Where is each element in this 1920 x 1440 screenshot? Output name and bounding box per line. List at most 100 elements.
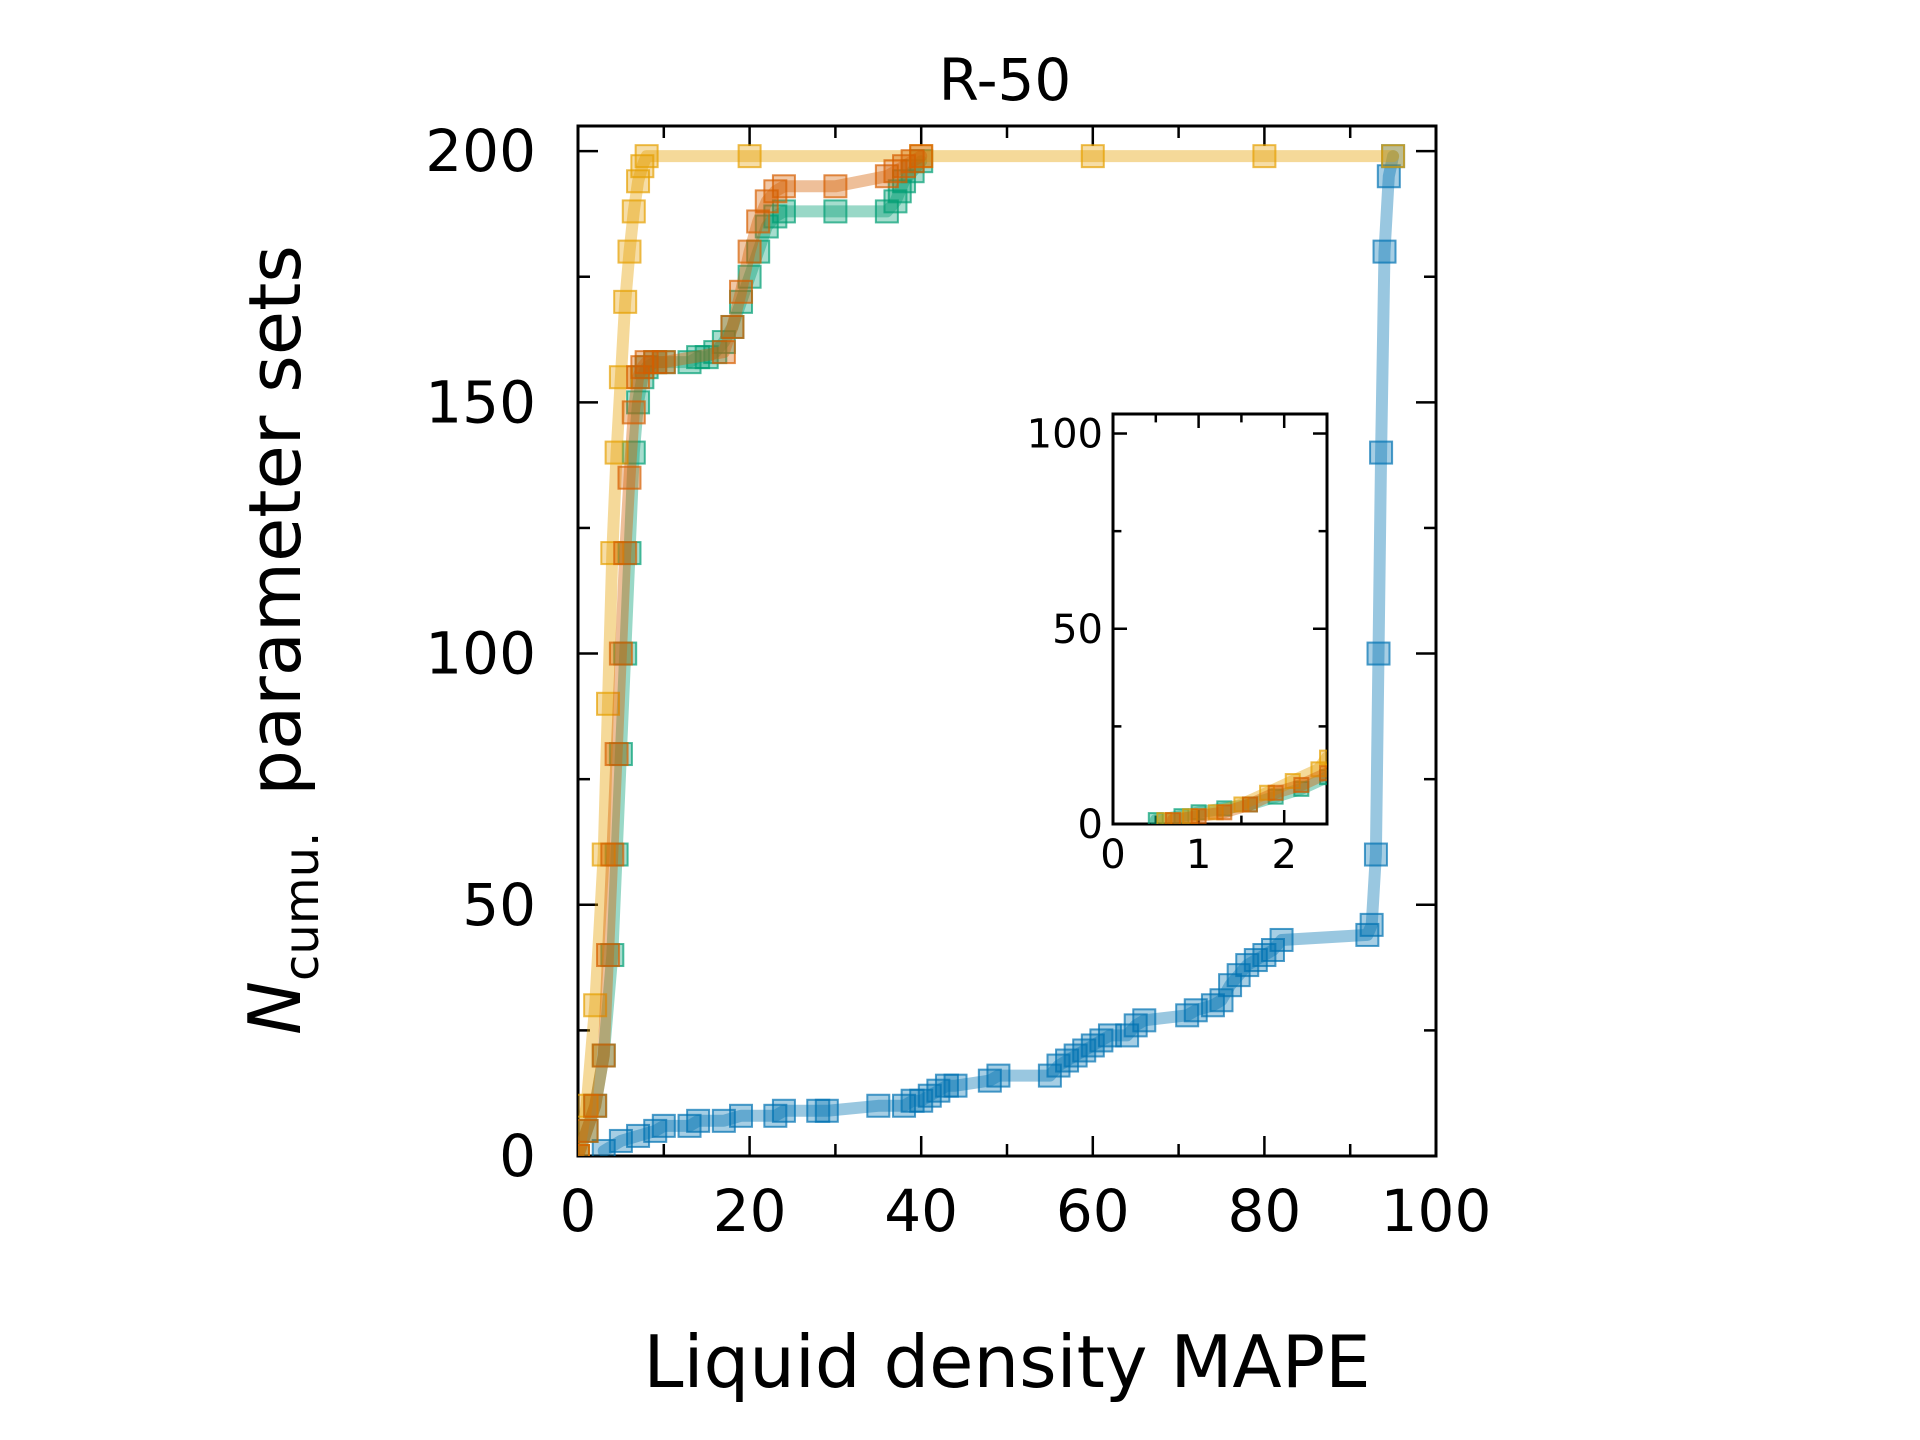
series-line-green [1149,771,1327,824]
series-line-vermillion [1166,767,1327,824]
series-vermillion [1164,765,1327,824]
data-point-green [737,264,762,289]
svg-text:Ncumu.parameter sets: Ncumu. parameter sets [233,245,330,1035]
data-point-orange [613,289,638,314]
data-point-vermillion [608,641,633,666]
data-point-orange [737,144,762,169]
data-point-green [823,199,848,224]
data-point-orange [1233,796,1250,813]
x-tick-label: 0 [1100,832,1125,878]
y-tick-label: 0 [1078,802,1103,848]
data-point-blue [1372,239,1397,264]
inset-ticks: 0 1 2 0 50 100 [1027,412,1327,878]
data-point-blue [1366,641,1391,666]
data-point-vermillion [909,144,934,169]
data-point-vermillion [1190,808,1207,824]
data-point-green [1147,812,1164,824]
y-tick-label: 100 [1027,412,1103,458]
data-point-vermillion [596,943,621,968]
data-point-blue [771,1098,796,1123]
data-point-vermillion [578,1144,590,1156]
data-point-orange [604,440,629,465]
x-tick-label: 100 [1381,1177,1492,1245]
data-point-vermillion [617,465,642,490]
x-tick-label: 40 [884,1177,958,1245]
data-point-vermillion [621,400,646,425]
inset-plot-frame [1111,412,1329,826]
data-point-vermillion [729,279,754,304]
x-axis-label: Liquid density MAPE [643,1320,1370,1404]
y-tick-label: 0 [499,1122,536,1190]
x-tick-label: 60 [1056,1177,1130,1245]
data-point-blue [986,1063,1011,1088]
inset-series-group [1147,749,1327,824]
x-tick-label: 2 [1271,832,1296,878]
data-point-blue [866,1093,891,1118]
series-vermillion [578,144,934,1156]
main-series-group [578,144,1406,1156]
data-point-orange [1182,808,1199,824]
data-point-vermillion [737,239,762,264]
series-orange [1156,749,1327,824]
series-line-vermillion [578,150,928,1156]
data-point-orange [1207,804,1224,821]
data-point-blue [943,1073,968,1098]
data-point-orange [634,144,659,169]
y-tick-label: 200 [425,117,536,185]
x-tick-label: 80 [1227,1177,1301,1245]
data-point-orange [617,239,642,264]
x-tick-label: 0 [560,1177,597,1245]
data-point-orange [1259,784,1276,801]
data-point-vermillion [613,541,638,566]
data-point-blue [1363,842,1388,867]
data-point-vermillion [651,350,676,375]
series-blue [591,144,1406,1156]
y-axis-label: Ncumu. parameter sets [233,245,330,1035]
data-point-orange [1252,144,1277,169]
data-point-blue [814,1098,839,1123]
data-point-orange [621,199,646,224]
data-point-vermillion [1241,796,1258,813]
data-point-orange [578,1144,590,1156]
data-point-orange [596,691,621,716]
data-point-blue [1132,1008,1157,1033]
data-point-vermillion [1216,804,1233,821]
x-tick-label: 20 [713,1177,787,1245]
data-point-vermillion [1164,812,1181,824]
data-point-vermillion [1293,776,1310,793]
data-point-orange [1319,749,1327,766]
data-point-vermillion [823,174,848,199]
data-point-vermillion [771,174,796,199]
data-point-blue [1359,912,1384,937]
data-point-vermillion [720,314,745,339]
y-tick-label: 50 [462,871,536,939]
data-point-orange [626,169,651,194]
data-point-green [578,1144,590,1156]
series-line-orange [578,150,1400,1156]
y-axis-label-rest: parameter sets [233,245,317,796]
inset-plot: 0 1 2 0 50 100 [1027,412,1329,878]
data-point-vermillion [1319,765,1327,782]
data-point-orange [1156,812,1173,824]
data-point-orange [583,993,608,1018]
data-point-vermillion [1267,784,1284,801]
data-point-blue [651,1113,676,1138]
y-axis-label-main: N [233,981,317,1035]
data-point-blue [1376,164,1401,189]
data-point-vermillion [578,1118,599,1143]
data-point-vermillion [583,1093,608,1118]
series-line-green [578,155,928,1156]
data-point-orange [1381,144,1406,169]
data-point-orange [1080,144,1105,169]
data-point-vermillion [711,340,736,365]
x-tick-label: 1 [1186,832,1211,878]
data-point-blue [1269,927,1294,952]
data-point-vermillion [600,842,625,867]
y-tick-label: 100 [425,620,536,688]
data-point-blue [1369,440,1394,465]
y-axis-label-sub: cumu. [274,832,330,981]
data-point-blue [686,1108,711,1133]
